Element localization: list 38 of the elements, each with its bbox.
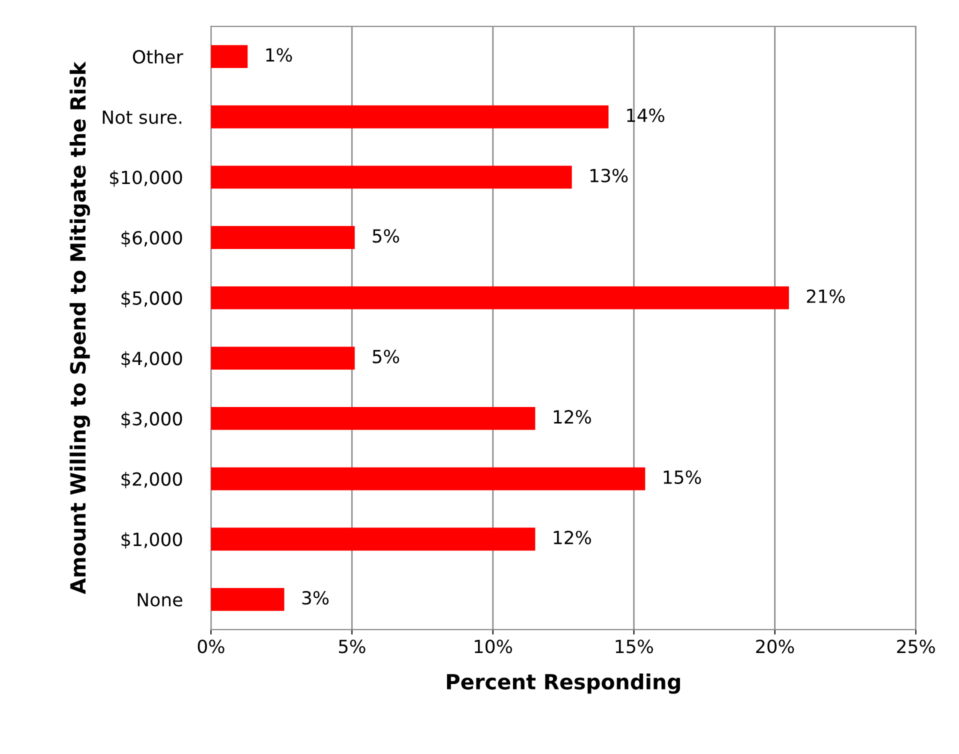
x-tick-label: 10%: [474, 640, 512, 654]
data-label: 12%: [554, 410, 592, 424]
y-tick-label: None: [138, 593, 182, 607]
data-label: 14%: [627, 108, 664, 122]
y-tick-label: Other: [132, 50, 184, 64]
data-label: 12%: [554, 530, 592, 544]
bar: [210, 45, 248, 68]
bar: [210, 346, 355, 370]
bar: [210, 588, 284, 611]
x-tick-label: 20%: [756, 640, 794, 654]
y-tick-label: $1,000: [122, 532, 182, 549]
bar: [210, 528, 536, 551]
data-label: 5%: [372, 350, 400, 364]
y-tick-label: $3,000: [122, 412, 182, 428]
x-tick-label: 25%: [897, 640, 935, 654]
y-tick-label: $10,000: [110, 170, 182, 187]
y-tick-label: $4,000: [122, 351, 182, 368]
data-label: 21%: [806, 289, 845, 304]
data-label: 1%: [266, 48, 292, 62]
bar: [210, 407, 536, 430]
y-tick-label: $6,000: [122, 230, 182, 248]
y-tick-label: $5,000: [122, 290, 182, 308]
data-label: 5%: [372, 229, 400, 243]
x-tick-label: 5%: [339, 640, 366, 654]
x-axis-title: Percent Responding: [447, 673, 680, 694]
x-tick-label: 0%: [198, 640, 224, 654]
y-axis-title: Amount Willing to Spend to Mitigate the Risk: [70, 61, 90, 594]
bar: [210, 105, 609, 128]
y-tick-label: Not sure.: [102, 110, 182, 124]
data-label: 3%: [302, 591, 329, 605]
bar: [210, 286, 789, 310]
bar: [210, 467, 646, 490]
y-tick-label: $2,000: [122, 472, 182, 488]
data-label: 13%: [590, 168, 628, 182]
data-label: 15%: [664, 470, 701, 484]
x-tick-label: 15%: [616, 640, 653, 654]
bar: [210, 226, 355, 249]
bar: [210, 166, 572, 189]
